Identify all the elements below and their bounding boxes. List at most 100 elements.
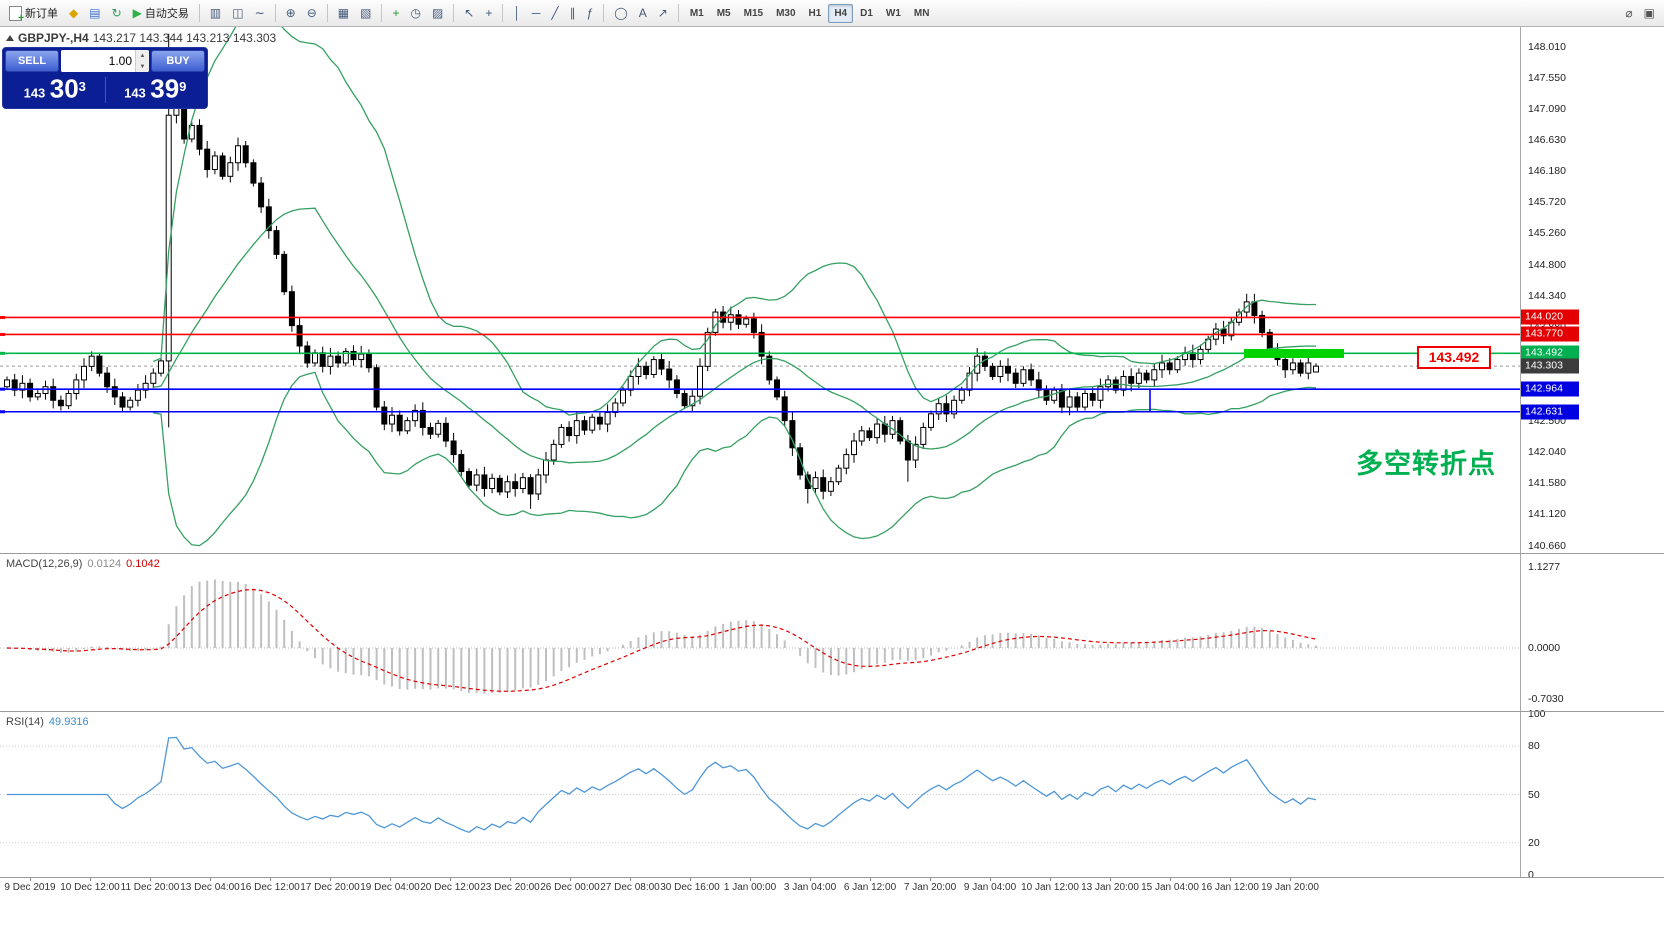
sell-button[interactable]: SELL bbox=[5, 50, 59, 72]
market-watch-button[interactable]: ▤ bbox=[84, 4, 105, 22]
candle-body bbox=[1151, 369, 1158, 381]
zoom-in-button[interactable]: ⊕ bbox=[281, 4, 301, 22]
candle-body bbox=[735, 314, 742, 325]
candle-body bbox=[65, 392, 72, 407]
new-order-button[interactable]: + 新订单 bbox=[4, 2, 63, 24]
text-button[interactable]: A bbox=[634, 4, 652, 22]
shapes-icon: ◯ bbox=[614, 6, 628, 20]
candle-body bbox=[604, 412, 611, 425]
date-tick bbox=[30, 878, 31, 881]
date-tick bbox=[270, 878, 271, 881]
timeframe-w1-button[interactable]: W1 bbox=[885, 7, 901, 19]
zoom-in-icon: ⊕ bbox=[285, 6, 296, 20]
toolbar-separator bbox=[198, 4, 200, 22]
horizontal-line-button[interactable]: ─ bbox=[527, 4, 546, 22]
candle-body bbox=[427, 426, 434, 435]
date-axis[interactable]: 9 Dec 2019 10 Dec 12:00 11 Dec 20:00 13 Dec… bbox=[0, 878, 1664, 898]
price-axis-label: 146.180 bbox=[1528, 164, 1566, 177]
timeframe-h1-button[interactable]: H1 bbox=[808, 7, 822, 19]
candlestick-chart-icon: ◫ bbox=[232, 6, 244, 20]
tile-windows-button[interactable]: ▦ bbox=[333, 4, 354, 22]
metaeditor-button[interactable]: ◆ bbox=[64, 4, 83, 22]
candle-body bbox=[319, 352, 326, 367]
timeframe-m15-button[interactable]: M15 bbox=[743, 7, 764, 19]
vertical-line-button[interactable]: │ bbox=[508, 4, 526, 22]
candle-body bbox=[1251, 301, 1258, 316]
search-button[interactable]: ⌀ bbox=[1620, 4, 1637, 22]
candle-body bbox=[820, 477, 827, 492]
chart-header: GBPJPY-,H4 143.217 143.344 143.213 143.3… bbox=[6, 31, 276, 45]
volume-up-button[interactable]: ▲ bbox=[136, 50, 149, 61]
templates-icon: ▨ bbox=[431, 6, 444, 20]
timeframe-m1-button[interactable]: M1 bbox=[689, 7, 704, 19]
candle-body bbox=[750, 318, 757, 333]
candle-body bbox=[1089, 392, 1096, 401]
price-callout-label[interactable]: 143.492 bbox=[1417, 346, 1491, 369]
channel-button[interactable]: ∥ bbox=[565, 4, 581, 22]
line-chart-button[interactable]: ∼ bbox=[250, 4, 270, 22]
candle-body bbox=[512, 481, 519, 490]
candle-body bbox=[327, 355, 334, 367]
date-tick bbox=[1230, 878, 1231, 881]
candle-body bbox=[119, 396, 126, 408]
candle-body bbox=[88, 355, 95, 367]
templates-button[interactable]: ▨ bbox=[427, 4, 448, 22]
shapes-button[interactable]: ◯ bbox=[609, 4, 632, 22]
sell-price[interactable]: 143 303 bbox=[23, 73, 86, 104]
cursor-button[interactable]: ↖ bbox=[459, 4, 479, 22]
trendline-button[interactable]: ╱ bbox=[546, 4, 563, 22]
price-axis[interactable]: 148.010 147.550 147.090 146.630 146.180 145.7… bbox=[1520, 27, 1664, 881]
panel-separator[interactable] bbox=[0, 553, 1664, 554]
price-chart-canvas[interactable] bbox=[0, 27, 1520, 553]
timeframe-d1-button[interactable]: D1 bbox=[860, 7, 873, 19]
timeframe-m30-button[interactable]: M30 bbox=[776, 7, 796, 19]
layout-button[interactable]: ▣ bbox=[1639, 4, 1660, 22]
buy-price[interactable]: 143 399 bbox=[124, 73, 187, 104]
turning-point-note[interactable]: 多空转折点 bbox=[1356, 449, 1496, 479]
timeframe-h4-button[interactable]: H4 bbox=[828, 3, 854, 23]
candle-body bbox=[827, 481, 834, 492]
date-tick bbox=[750, 878, 751, 881]
buy-button[interactable]: BUY bbox=[151, 50, 205, 72]
candle-body bbox=[242, 145, 249, 164]
candle-body bbox=[381, 406, 388, 425]
candle-body bbox=[920, 426, 927, 445]
candle-body bbox=[1066, 396, 1073, 408]
candle-body bbox=[42, 386, 49, 394]
date-tick bbox=[990, 878, 991, 881]
ohlc-readout: 143.217 143.344 143.213 143.303 bbox=[92, 31, 277, 45]
highlight-bar[interactable] bbox=[1244, 348, 1344, 358]
candle-body bbox=[835, 467, 842, 483]
macd-canvas[interactable] bbox=[0, 554, 1520, 711]
timeframe-m5-button[interactable]: M5 bbox=[716, 7, 731, 19]
candle-body bbox=[573, 420, 580, 437]
new-order-icon: + bbox=[9, 5, 24, 23]
volume-input[interactable] bbox=[61, 50, 135, 72]
toolbar-separator bbox=[326, 4, 328, 22]
arrows-button[interactable]: ↗ bbox=[653, 4, 673, 22]
collapse-triangle-icon[interactable] bbox=[6, 35, 14, 41]
rsi-canvas[interactable] bbox=[0, 712, 1520, 877]
new-chart-icon: ▧ bbox=[360, 6, 372, 20]
indicators-add-button[interactable]: + bbox=[387, 4, 404, 22]
date-label: 16 Dec 12:00 bbox=[240, 882, 300, 893]
date-tick bbox=[210, 878, 211, 881]
autotrading-button[interactable]: ▶ 自动交易 bbox=[128, 2, 194, 24]
candlestick-chart-button[interactable]: ◫ bbox=[227, 4, 248, 22]
periods-icon: ◷ bbox=[410, 6, 421, 20]
candle-body bbox=[704, 331, 711, 367]
zoom-out-button[interactable]: ⊖ bbox=[302, 4, 322, 22]
candle-body bbox=[1120, 376, 1127, 391]
autotrading-icon: ▶ bbox=[132, 6, 142, 20]
new-chart-button[interactable]: ▧ bbox=[355, 4, 376, 22]
panel-separator[interactable] bbox=[0, 711, 1664, 712]
periods-button[interactable]: ◷ bbox=[405, 4, 425, 22]
crosshair-button[interactable]: + bbox=[480, 4, 497, 22]
volume-down-button[interactable]: ▼ bbox=[136, 61, 149, 72]
fibonacci-button[interactable]: ƒ bbox=[582, 4, 599, 22]
refresh-button[interactable]: ↻ bbox=[107, 4, 127, 22]
bar-chart-button[interactable]: ▥ bbox=[205, 4, 226, 22]
timeframe-mn-button[interactable]: MN bbox=[913, 7, 930, 19]
toolbar-separator bbox=[603, 4, 605, 22]
candle-body bbox=[1259, 314, 1266, 333]
